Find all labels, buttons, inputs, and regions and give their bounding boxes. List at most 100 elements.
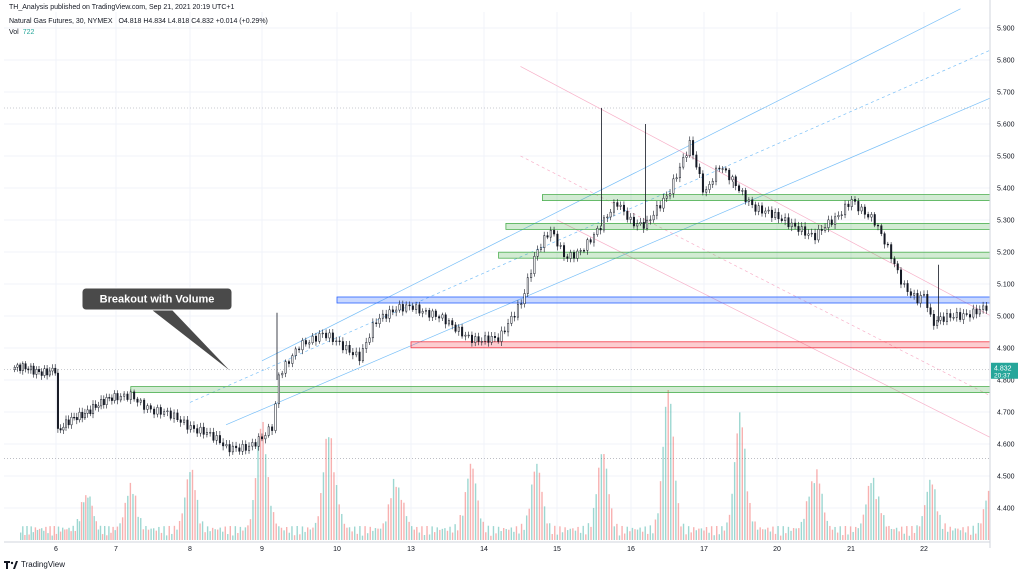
candle-body xyxy=(179,419,182,423)
zone-support[interactable] xyxy=(505,222,1024,230)
volume-bar xyxy=(626,526,628,540)
volume-bar xyxy=(515,526,518,540)
candle-body xyxy=(549,230,552,238)
candle-body xyxy=(850,199,853,207)
volume-bar xyxy=(199,523,201,540)
volume-bar xyxy=(739,412,741,540)
volume-bar xyxy=(921,516,923,540)
candle-body xyxy=(35,369,38,375)
volume-bar xyxy=(288,532,291,540)
volume-bar xyxy=(767,527,769,540)
candle-body xyxy=(857,201,860,212)
zone-red_zone[interactable] xyxy=(410,341,1024,349)
candle-body xyxy=(804,226,807,236)
channel-line-blue xyxy=(189,46,998,403)
volume-bar xyxy=(112,526,114,540)
volume-bar xyxy=(867,485,870,540)
x-tick-label: 22 xyxy=(920,546,928,553)
candle-body xyxy=(46,368,49,376)
volume-bar xyxy=(83,502,85,540)
volume-bar xyxy=(878,496,880,540)
candle-body xyxy=(639,222,642,224)
candle-body xyxy=(228,444,231,453)
candle-body xyxy=(718,167,721,170)
volume-bar xyxy=(379,528,382,540)
candle-body xyxy=(744,190,747,203)
volume-bar xyxy=(957,528,959,540)
volume-bar xyxy=(756,529,759,540)
zone-support[interactable] xyxy=(498,251,1024,259)
volume-bar xyxy=(366,533,369,540)
annotation-box[interactable] xyxy=(81,287,233,311)
volume-bar xyxy=(985,500,987,540)
candle-body xyxy=(92,404,95,415)
candle-body xyxy=(500,330,503,342)
candle-body xyxy=(566,256,569,259)
volume-bar xyxy=(428,534,431,540)
volume-bar xyxy=(746,491,749,540)
candle-body xyxy=(176,412,179,421)
zone-support[interactable] xyxy=(130,386,1024,394)
candle-body xyxy=(890,244,893,260)
volume-bar xyxy=(196,499,199,540)
candle-body xyxy=(533,256,536,274)
volume-bar xyxy=(51,535,53,540)
volume-bar xyxy=(698,528,700,540)
candle-body xyxy=(669,193,672,197)
volume-bar xyxy=(779,535,782,540)
candle-body xyxy=(325,332,328,339)
volume-bar xyxy=(677,503,680,540)
volume-bar xyxy=(564,527,566,540)
candle-body xyxy=(903,283,906,285)
volume-bar xyxy=(533,471,536,540)
volume-bar xyxy=(171,533,173,540)
volume-bar xyxy=(280,527,283,540)
candle-body xyxy=(129,391,132,400)
volume-bar xyxy=(469,463,472,540)
volume-legend[interactable]: Vol 722 xyxy=(9,29,34,36)
candle-body xyxy=(264,435,267,440)
candle-body xyxy=(962,313,965,320)
volume-bar xyxy=(906,526,908,540)
zone-support[interactable] xyxy=(542,194,1024,202)
volume-bar xyxy=(189,472,191,540)
candle-body xyxy=(241,444,244,452)
candle-body xyxy=(632,216,635,227)
volume-bar xyxy=(772,526,774,540)
volume-bar xyxy=(41,528,43,540)
volume-bar xyxy=(880,513,882,540)
candle-body xyxy=(89,409,92,415)
volume-bar xyxy=(317,516,319,540)
volume-bar xyxy=(57,526,60,540)
volume-bar xyxy=(392,478,395,540)
volume-label: Vol xyxy=(9,29,19,36)
candle-body xyxy=(972,308,975,318)
volume-value: 722 xyxy=(22,29,35,36)
volume-bar xyxy=(682,523,685,540)
volume-bar xyxy=(764,529,766,540)
volume-bar xyxy=(700,528,703,540)
volume-bar xyxy=(87,497,89,540)
candle-body xyxy=(906,283,909,292)
volume-bar xyxy=(89,496,91,540)
tradingview-footer[interactable]: TradingView xyxy=(4,560,65,569)
volume-bar xyxy=(237,533,239,540)
volume-bar xyxy=(168,525,170,540)
volume-bar xyxy=(239,526,242,540)
volume-bar xyxy=(333,472,335,540)
candle-body xyxy=(438,316,441,319)
x-tick-label: 15 xyxy=(553,546,561,553)
volume-bar xyxy=(849,526,852,540)
symbol-name[interactable]: Natural Gas Futures, 30, NYMEX xyxy=(9,18,113,25)
zone-blue_zone[interactable] xyxy=(336,296,1024,304)
volume-bar xyxy=(439,529,441,540)
candle-body xyxy=(767,209,770,212)
candle-body xyxy=(553,230,556,235)
candle-body xyxy=(378,317,381,325)
last-price-label: 4.832 xyxy=(994,365,1012,372)
last-price-badge[interactable] xyxy=(991,362,1018,379)
candle-body xyxy=(751,199,754,205)
volume-bar xyxy=(459,515,461,540)
x-tick-label: 10 xyxy=(333,546,341,553)
